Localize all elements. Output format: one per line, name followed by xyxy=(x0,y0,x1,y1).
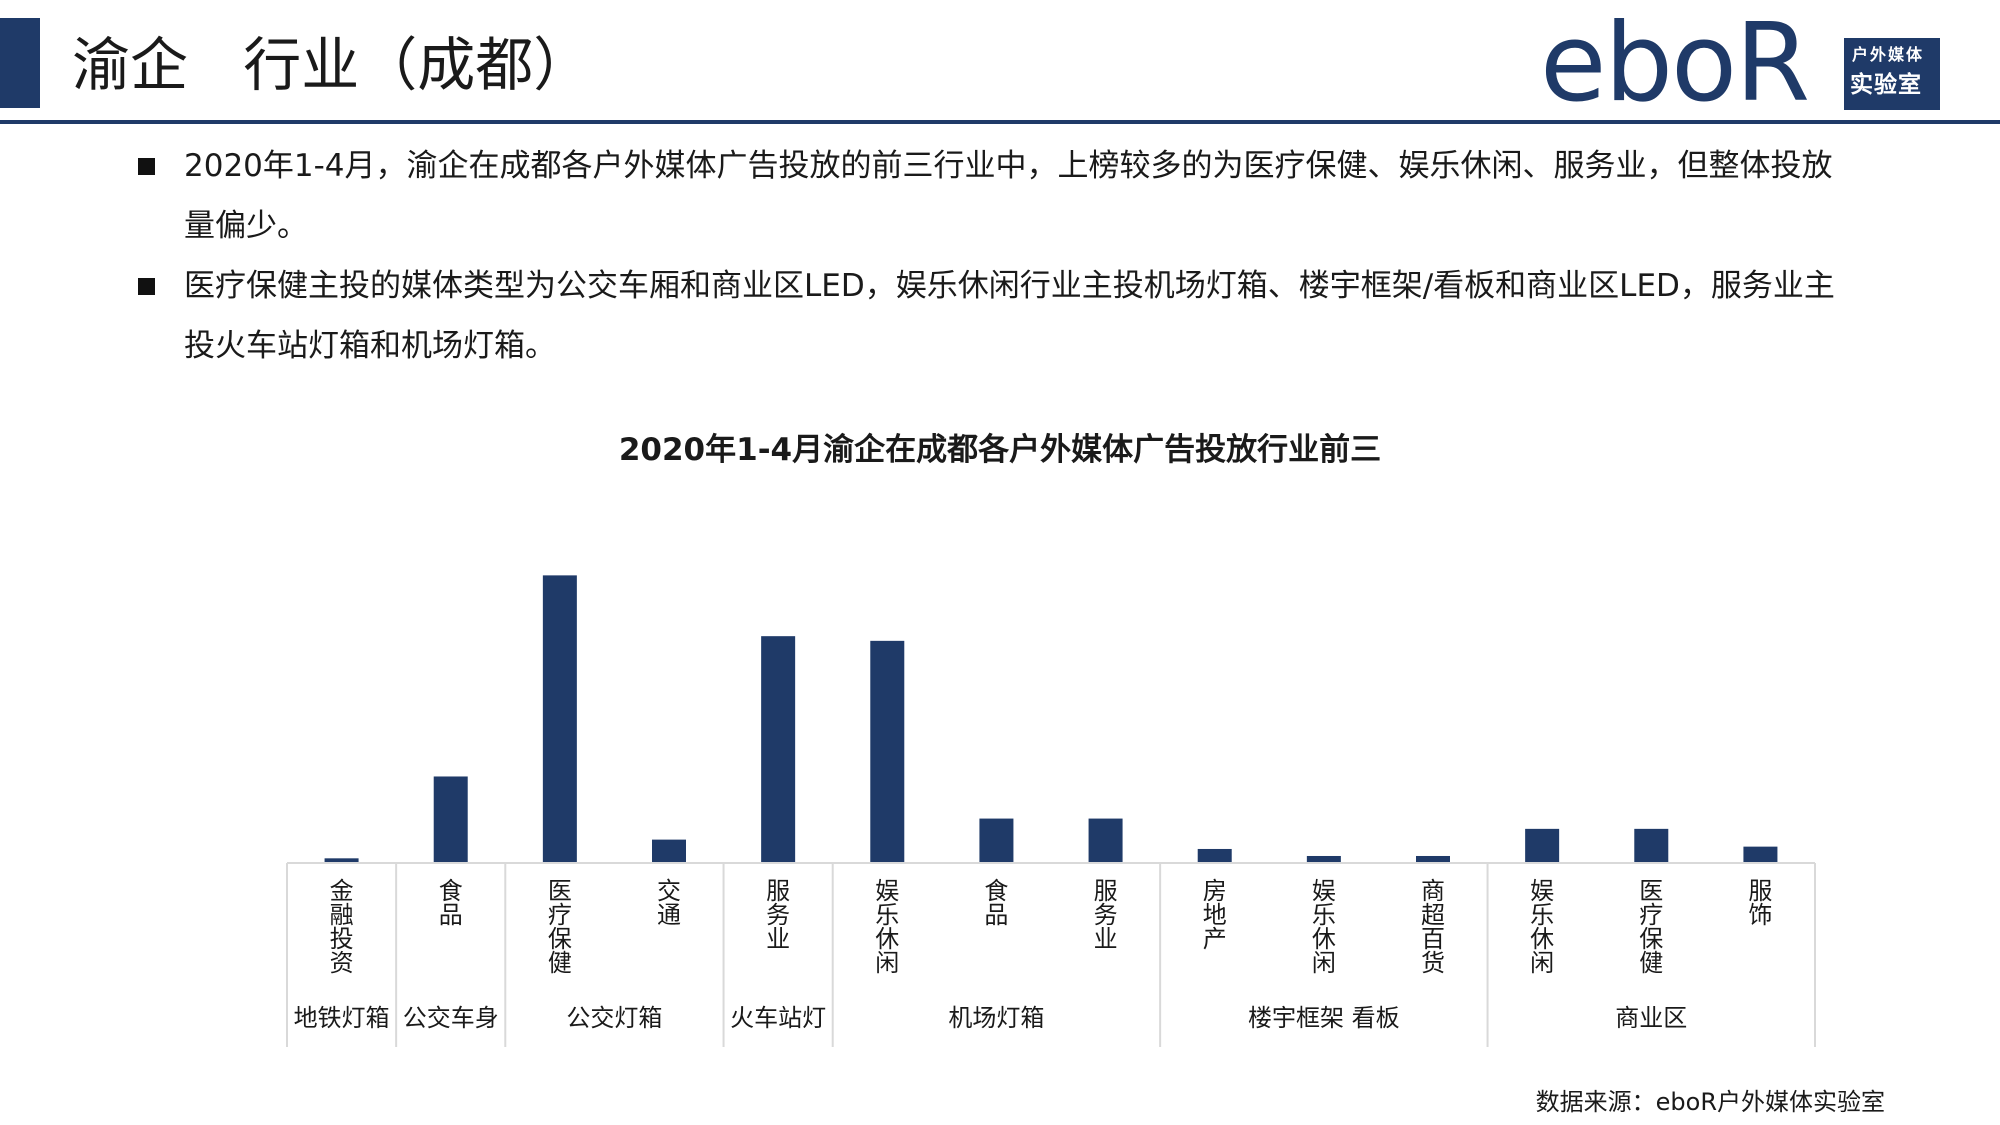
category-label: 商超百货 xyxy=(1421,877,1445,977)
group-label: 机场灯箱 xyxy=(948,1004,1044,1032)
square-bullet-icon xyxy=(138,278,155,295)
square-bullet-icon xyxy=(138,158,155,175)
bar xyxy=(324,858,359,863)
bullet-text: 医疗保健主投的媒体类型为公交车厢和商业区LED，娱乐休闲行业主投机场灯箱、楼宇框… xyxy=(184,268,1835,364)
brand-logo: eboR 户外媒体 实验室 xyxy=(1540,4,1940,124)
bar xyxy=(979,818,1014,863)
bar xyxy=(1416,855,1450,863)
title-accent-bar xyxy=(0,18,40,108)
bar xyxy=(1197,848,1232,863)
category-label: 服务业 xyxy=(766,877,790,953)
group-label: 火车站灯 xyxy=(730,1004,826,1032)
bullet-text: 2020年1-4月，渝企在成都各户外媒体广告投放的前三行业中，上榜较多的为医疗保… xyxy=(184,148,1833,244)
group-label: 公交灯箱 xyxy=(566,1004,662,1032)
logo-badge-line1: 户外媒体 xyxy=(1852,45,1925,64)
category-label: 娱乐休闲 xyxy=(1530,877,1554,977)
header-divider xyxy=(0,120,2000,124)
data-source-note: 数据来源：eboR户外媒体实验室 xyxy=(1535,1088,1885,1116)
category-label: 服饰 xyxy=(1748,877,1772,929)
summary-bullets: 2020年1-4月，渝企在成都各户外媒体广告投放的前三行业中，上榜较多的为医疗保… xyxy=(138,136,1858,376)
category-label: 服务业 xyxy=(1094,877,1118,953)
category-label: 娱乐休闲 xyxy=(1312,877,1336,977)
category-label: 交通 xyxy=(657,877,681,929)
bullet-item: 2020年1-4月，渝企在成都各户外媒体广告投放的前三行业中，上榜较多的为医疗保… xyxy=(138,136,1858,256)
bar xyxy=(1088,818,1123,863)
group-label: 商业区 xyxy=(1615,1004,1687,1032)
bar xyxy=(542,575,577,863)
category-label: 食品 xyxy=(439,877,463,929)
bullet-item: 医疗保健主投的媒体类型为公交车厢和商业区LED，娱乐休闲行业主投机场灯箱、楼宇框… xyxy=(138,256,1858,376)
bar xyxy=(1525,828,1560,863)
bar xyxy=(1306,855,1341,863)
bar xyxy=(652,839,686,863)
bar xyxy=(761,636,796,863)
category-label: 食品 xyxy=(984,877,1008,929)
bar xyxy=(870,640,905,863)
category-label: 房地产 xyxy=(1203,877,1227,953)
bar xyxy=(1634,828,1669,863)
group-label: 楼宇框架 看板 xyxy=(1248,1004,1400,1032)
group-label: 公交车身 xyxy=(403,1004,499,1032)
chart-title: 2020年1-4月渝企在成都各户外媒体广告投放行业前三 xyxy=(618,432,1382,468)
bar xyxy=(433,776,468,863)
category-label: 医疗保健 xyxy=(548,877,572,977)
group-label: 地铁灯箱 xyxy=(294,1004,390,1032)
page-title: 渝企 行业（成都） xyxy=(72,31,592,99)
logo-badge-line2: 实验室 xyxy=(1850,72,1922,98)
category-label: 娱乐休闲 xyxy=(875,877,899,977)
bar xyxy=(1743,846,1778,863)
logo-wordmark: eboR xyxy=(1540,1,1810,126)
category-label: 医疗保健 xyxy=(1639,877,1663,977)
category-label: 金融投资 xyxy=(330,877,354,977)
logo-badge: 户外媒体 实验室 xyxy=(1844,38,1940,110)
